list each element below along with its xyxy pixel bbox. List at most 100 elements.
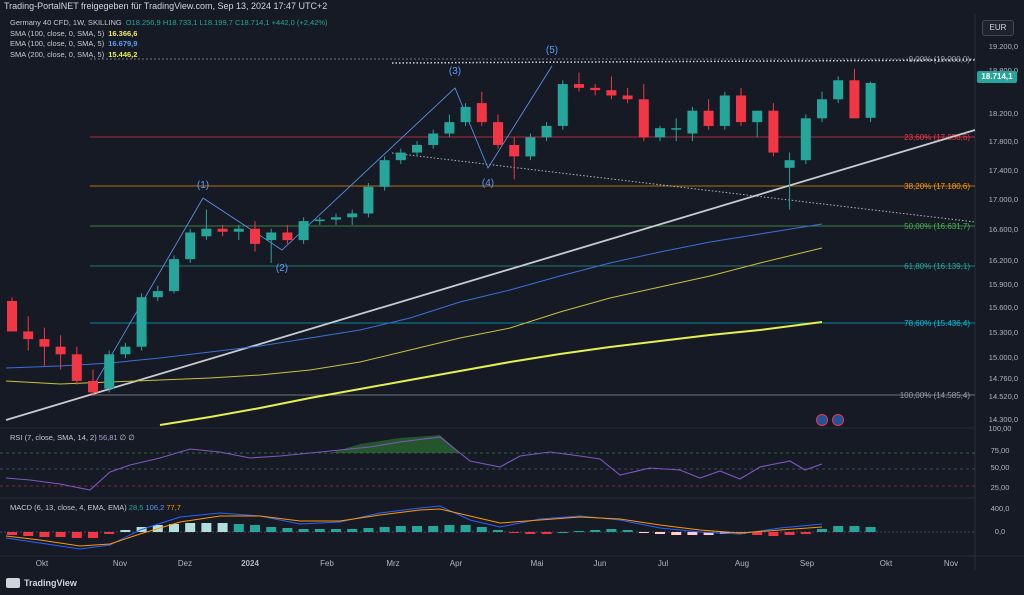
candle-body bbox=[250, 228, 260, 244]
candle-body bbox=[574, 84, 584, 88]
macd-axis-label: 400,0 bbox=[991, 504, 1010, 513]
candle-body bbox=[509, 144, 520, 157]
macd-histogram-bar bbox=[71, 532, 82, 538]
macd-histogram-bar bbox=[509, 532, 520, 533]
symbol-label[interactable]: Germany 40 CFD, 1W, SKILLING bbox=[10, 18, 122, 27]
macd-histogram-bar bbox=[493, 530, 503, 532]
date-tick-label: Nov bbox=[944, 559, 958, 568]
price-tick-label: 15.600,0 bbox=[989, 303, 1018, 312]
date-tick-label: Mrz bbox=[386, 559, 399, 568]
price-tick-label: 17.400,0 bbox=[989, 166, 1018, 175]
macd-histogram-bar bbox=[590, 530, 601, 532]
macd-histogram-bar bbox=[525, 532, 536, 534]
candle-body bbox=[217, 228, 228, 232]
candle-body bbox=[865, 82, 876, 118]
uptrend-line bbox=[5, 129, 976, 421]
macd-histogram-bar bbox=[655, 532, 665, 534]
indicator-sma200[interactable]: SMA (200, close, 0, SMA, 5) 15.446,2 bbox=[10, 49, 138, 59]
tradingview-logo[interactable]: TradingView bbox=[6, 578, 77, 588]
candle-body bbox=[557, 84, 568, 126]
resistance-dotted-line bbox=[391, 59, 976, 64]
date-tick-label: Feb bbox=[320, 559, 334, 568]
candle-body bbox=[23, 331, 34, 340]
candle-body bbox=[201, 228, 212, 237]
macd-histogram-bar bbox=[379, 527, 390, 532]
candle-body bbox=[768, 110, 779, 153]
sma-200-line bbox=[159, 321, 823, 426]
wave-label: (5) bbox=[546, 45, 558, 56]
macd-axis-label: 0,0 bbox=[995, 527, 1005, 536]
candle-body bbox=[833, 80, 844, 100]
chart-legend: Germany 40 CFD, 1W, SKILLING O18.256,9 H… bbox=[10, 18, 328, 60]
candle-body bbox=[55, 346, 66, 355]
candle-body bbox=[655, 128, 665, 138]
candle-body bbox=[444, 122, 455, 134]
macd-histogram-bar bbox=[104, 532, 115, 534]
wave-label: (1) bbox=[197, 180, 209, 191]
candle-body bbox=[849, 80, 860, 119]
macd-histogram-bar bbox=[865, 527, 876, 532]
rsi-legend[interactable]: RSI (7, close, SMA, 14, 2) 56,81 ∅ ∅ bbox=[10, 433, 135, 442]
macd-histogram-bar bbox=[298, 529, 309, 532]
candle-body bbox=[379, 160, 390, 187]
date-tick-label: Sep bbox=[800, 559, 815, 568]
macd-histogram-bar bbox=[331, 529, 341, 532]
candle-body bbox=[493, 122, 503, 145]
macd-histogram-bar bbox=[233, 524, 244, 532]
macd-histogram-bar bbox=[574, 531, 584, 532]
macd-histogram-bar bbox=[622, 530, 633, 532]
candle-body bbox=[120, 346, 131, 355]
event-icon bbox=[832, 414, 844, 426]
macd-histogram-bar bbox=[428, 526, 439, 532]
rsi-overbought-fill bbox=[330, 435, 460, 453]
candle-body bbox=[460, 106, 471, 123]
date-tick-label: Jun bbox=[594, 559, 607, 568]
macd-histogram-bar bbox=[412, 526, 422, 532]
indicator-ema100[interactable]: EMA (100, close, 0, SMA, 5) 16.679,9 bbox=[10, 39, 138, 48]
macd-histogram-bar bbox=[395, 526, 406, 532]
price-tick-label: 15.000,0 bbox=[989, 353, 1018, 362]
rsi-axis-label: 50,00 bbox=[991, 463, 1010, 472]
candle-body bbox=[736, 95, 746, 123]
macd-histogram-bar bbox=[444, 525, 455, 532]
macd-histogram-bar bbox=[541, 532, 552, 534]
last-price-badge: 18.714,1 bbox=[977, 71, 1017, 83]
macd-histogram-bar bbox=[347, 529, 358, 532]
candle-body bbox=[298, 221, 309, 241]
candle-body bbox=[622, 95, 633, 100]
price-tick-label: 18.200,0 bbox=[989, 109, 1018, 118]
price-tick-label: 14.300,0 bbox=[989, 415, 1018, 424]
wave-label: (3) bbox=[449, 66, 461, 77]
candle-body bbox=[7, 301, 17, 332]
price-tick-label: 18.800,0 bbox=[989, 66, 1018, 75]
candle-body bbox=[314, 219, 325, 222]
candle-body bbox=[152, 291, 163, 298]
macd-histogram-bar bbox=[638, 532, 649, 533]
indicator-sma100[interactable]: SMA (100, close, 0, SMA, 5) 16.366,6 bbox=[10, 28, 138, 38]
candle-body bbox=[800, 118, 811, 161]
macd-histogram-bar bbox=[7, 532, 17, 535]
event-icon bbox=[816, 414, 828, 426]
ohlc-values: O18.256,9 H18.733,1 L18.199,7 C18.714,1 … bbox=[125, 18, 328, 27]
macd-legend[interactable]: MACD (6, 13, close, 4, EMA, EMA) 28,5 10… bbox=[10, 503, 181, 512]
candle-body bbox=[590, 87, 601, 91]
macd-histogram-bar bbox=[460, 525, 471, 532]
ema-100-line bbox=[5, 223, 823, 369]
macd-histogram-bar bbox=[833, 526, 844, 532]
macd-histogram-bar bbox=[849, 526, 860, 532]
price-tick-label: 17.800,0 bbox=[989, 137, 1018, 146]
candle-body bbox=[638, 99, 649, 138]
candle-body bbox=[347, 213, 358, 218]
currency-button[interactable]: EUR bbox=[982, 20, 1014, 36]
date-tick-label: Aug bbox=[735, 559, 749, 568]
macd-histogram-bar bbox=[314, 529, 325, 532]
macd-histogram-bar bbox=[88, 532, 98, 538]
fib-level-label: 100,00% (14.585,4) bbox=[900, 391, 971, 400]
macd-histogram-bar bbox=[768, 532, 779, 536]
candle-body bbox=[428, 133, 439, 145]
macd-histogram-bar bbox=[687, 532, 698, 535]
macd-histogram-bar bbox=[201, 523, 212, 532]
date-tick-label: Okt bbox=[880, 559, 893, 568]
sma-100-line bbox=[5, 247, 823, 385]
